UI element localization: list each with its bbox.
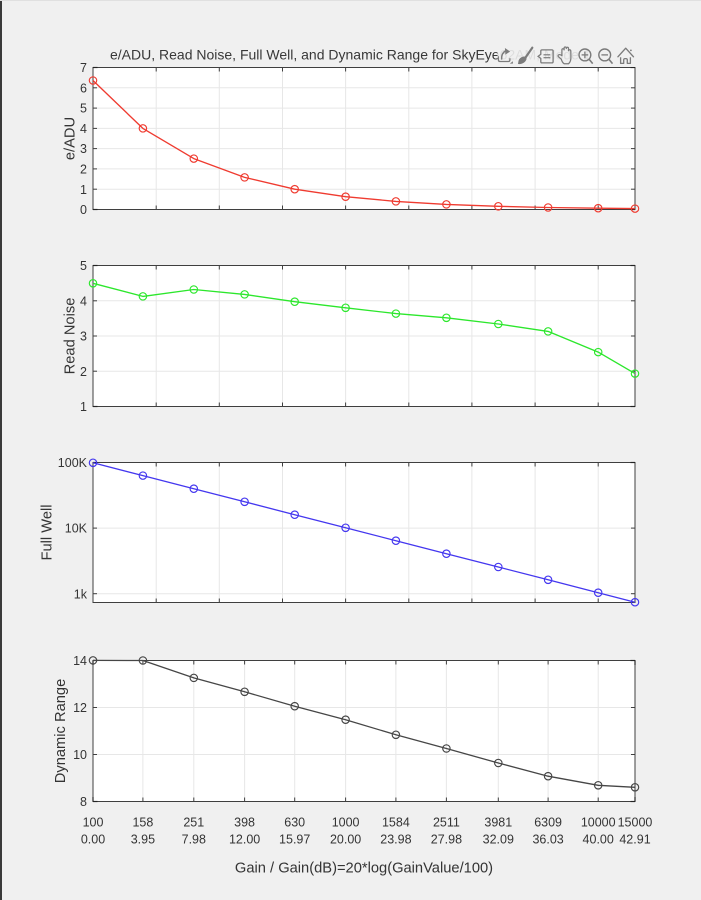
svg-text:e/ADU, Read Noise, Full Well,: e/ADU, Read Noise, Full Well, and Dynami…	[110, 47, 591, 63]
svg-text:2: 2	[80, 365, 87, 379]
svg-text:1000: 1000	[332, 816, 360, 830]
svg-text:0: 0	[80, 203, 87, 217]
svg-text:14: 14	[73, 654, 87, 668]
svg-text:2511: 2511	[433, 816, 460, 830]
svg-text:6: 6	[80, 81, 87, 95]
svg-text:398: 398	[234, 816, 255, 830]
svg-text:3: 3	[80, 330, 87, 344]
svg-text:158: 158	[132, 816, 153, 830]
svg-text:1: 1	[80, 400, 87, 414]
svg-text:1584: 1584	[382, 816, 410, 830]
svg-text:5: 5	[80, 259, 87, 273]
svg-text:1: 1	[80, 183, 87, 197]
svg-text:10K: 10K	[65, 522, 88, 536]
svg-text:e/ADU: e/ADU	[63, 117, 79, 160]
svg-text:40.00: 40.00	[583, 833, 614, 847]
svg-text:630: 630	[284, 816, 305, 830]
svg-text:7.98: 7.98	[182, 833, 206, 847]
svg-text:Gain / Gain(dB)=20*log(GainVal: Gain / Gain(dB)=20*log(GainValue/100)	[235, 861, 493, 877]
svg-text:32.09: 32.09	[483, 833, 514, 847]
svg-text:42.91: 42.91	[619, 833, 650, 847]
svg-text:Full Well: Full Well	[40, 504, 56, 560]
svg-text:8: 8	[80, 795, 87, 809]
svg-text:2: 2	[80, 163, 87, 177]
svg-text:100K: 100K	[58, 456, 88, 470]
svg-text:20.00: 20.00	[330, 833, 361, 847]
svg-text:4: 4	[80, 122, 87, 136]
svg-text:3: 3	[80, 142, 87, 156]
svg-text:6309: 6309	[534, 816, 562, 830]
svg-text:5: 5	[80, 102, 87, 116]
svg-text:15000: 15000	[618, 816, 653, 830]
svg-text:10000: 10000	[581, 816, 616, 830]
svg-text:0.00: 0.00	[81, 833, 105, 847]
svg-text:4: 4	[80, 294, 87, 308]
svg-text:10: 10	[73, 748, 87, 762]
svg-text:251: 251	[183, 816, 204, 830]
svg-text:36.03: 36.03	[532, 833, 563, 847]
svg-text:27.98: 27.98	[431, 833, 462, 847]
svg-text:3.95: 3.95	[131, 833, 155, 847]
svg-text:3981: 3981	[484, 816, 512, 830]
svg-text:1k: 1k	[74, 587, 88, 601]
svg-text:7: 7	[80, 61, 87, 75]
svg-text:Dynamic Range: Dynamic Range	[53, 679, 69, 784]
svg-text:Read Noise: Read Noise	[63, 298, 79, 375]
svg-text:12.00: 12.00	[229, 833, 260, 847]
svg-text:12: 12	[73, 701, 87, 715]
svg-text:100: 100	[83, 816, 104, 830]
svg-text:15.97: 15.97	[279, 833, 310, 847]
svg-text:23.98: 23.98	[380, 833, 411, 847]
